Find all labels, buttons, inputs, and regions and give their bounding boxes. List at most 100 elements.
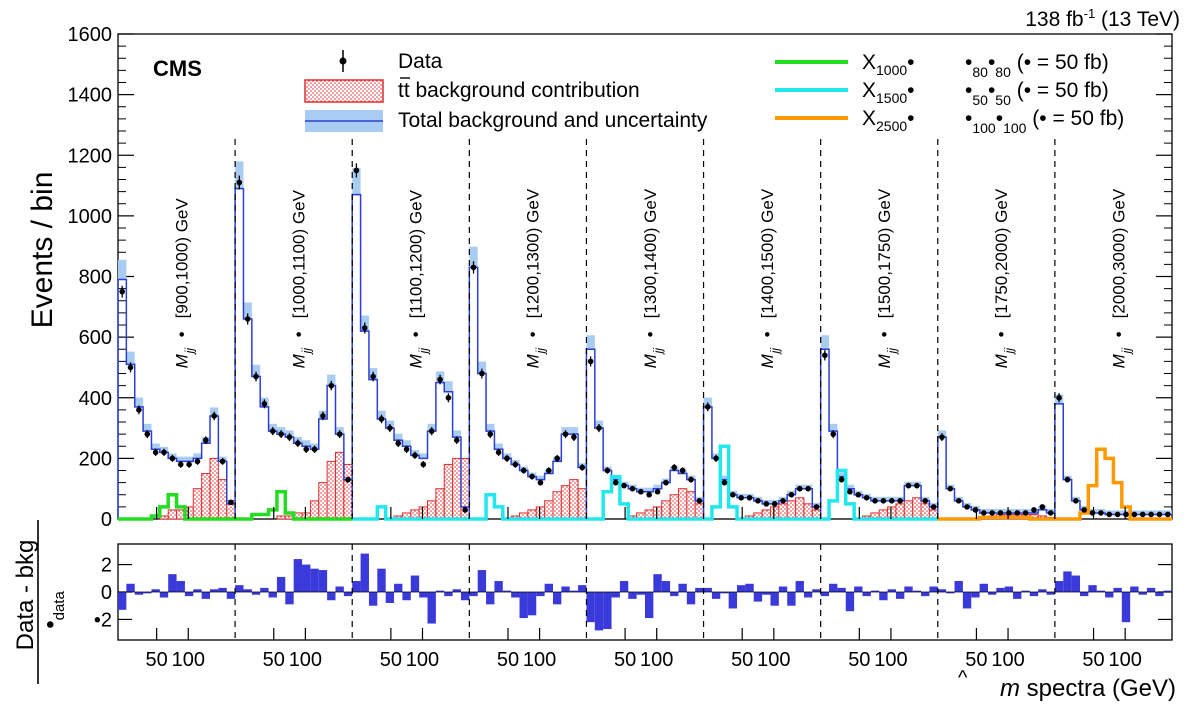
data-point	[914, 482, 920, 489]
slice-label-mass-sub: jj	[417, 348, 431, 356]
data-point	[420, 461, 427, 468]
bottom-y-label: Data - bkg •data	[12, 520, 68, 684]
bkg-uncertainty-bin	[235, 161, 244, 189]
data-point	[989, 510, 995, 516]
ttbar-bin	[677, 488, 688, 520]
data-point	[219, 458, 226, 465]
data-point	[587, 358, 594, 365]
pull-bar	[1004, 586, 1014, 592]
ttbar-bin	[686, 491, 696, 520]
bkg-uncertainty-bin	[419, 453, 428, 459]
pull-bar	[971, 592, 980, 598]
x-tick-label: 50	[263, 649, 285, 671]
bkg-uncertainty-bin	[118, 259, 127, 280]
pull-bar	[829, 583, 838, 592]
pull-bar	[670, 592, 679, 597]
x-tick-label: 50	[965, 649, 987, 671]
slice-label-mid: •	[875, 331, 894, 337]
ttbar-bin	[209, 457, 219, 520]
slice-label: Mjj • [2000,3000) GeV	[1109, 188, 1133, 368]
data-point	[295, 440, 301, 447]
bkg-histogram-line	[351, 193, 470, 519]
bkg-histogram-line	[819, 348, 938, 519]
data-point	[1039, 504, 1046, 510]
pull-bar	[260, 587, 269, 592]
x-tick-label: 100	[640, 649, 673, 671]
data-point	[855, 491, 862, 498]
pull-bar	[820, 592, 830, 597]
top-y-axis: 0 200 400 600 800 1000 1200 1400 1600	[68, 24, 1172, 531]
data-point	[186, 461, 192, 468]
ttbar-bin	[318, 482, 328, 520]
pull-bar	[946, 592, 955, 594]
data-point	[1073, 498, 1079, 504]
pull-bar	[870, 590, 880, 592]
x-tick-label: 50	[497, 649, 519, 671]
data-point	[604, 467, 611, 474]
slice-label-mass: M	[758, 353, 777, 368]
data-point	[771, 501, 778, 507]
data-point	[730, 491, 736, 498]
x-tick-label: 50	[614, 649, 636, 671]
data-point	[880, 498, 887, 504]
data-point	[161, 449, 167, 456]
pull-bar	[996, 587, 1005, 592]
slice-label-mid: •	[641, 331, 660, 337]
slice-label-mass: M	[524, 353, 543, 368]
slice-label-mass-sub: jj	[1002, 348, 1016, 356]
ttbar-bin	[895, 503, 905, 520]
pull-bar	[1105, 592, 1114, 598]
bottom-y-tick-label: 0	[101, 582, 112, 604]
data-point	[228, 499, 234, 506]
data-point	[211, 413, 217, 419]
pull-bar	[527, 592, 537, 616]
slice-label-mass: M	[1109, 353, 1128, 368]
ttbar-bin	[452, 457, 462, 520]
x-tick-label: 50	[146, 649, 168, 671]
pull-bar	[226, 592, 236, 599]
pull-bar	[628, 592, 637, 599]
pull-bar	[193, 589, 202, 592]
ttbar-bin	[201, 473, 211, 520]
pull-bar	[352, 581, 361, 592]
bkg-uncertainty-bin	[126, 351, 135, 365]
data-point	[487, 431, 494, 437]
ttbar-bin	[343, 463, 353, 520]
bkg-uncertainty-bin	[469, 246, 478, 268]
pull-bar	[1096, 590, 1106, 592]
data-point	[721, 479, 728, 486]
data-point	[612, 479, 619, 486]
y-tick-label: 1000	[68, 206, 113, 228]
pull-bar	[143, 592, 152, 594]
data-point	[704, 404, 711, 410]
pull-bar	[778, 586, 788, 592]
ttbar-bin	[427, 500, 437, 520]
pull-bar	[176, 581, 185, 592]
slice-label: Mjj • [1500,1750) GeV	[875, 188, 899, 368]
pull-bar	[1088, 585, 1097, 592]
signal-histogram	[352, 505, 470, 521]
pull-bar	[954, 581, 963, 592]
data-point	[688, 476, 694, 483]
data-point	[244, 316, 251, 322]
bkg-uncertainty-bin	[720, 475, 729, 480]
pull-bar	[929, 586, 938, 592]
slice-label: Mjj • [1000,1100) GeV	[290, 189, 314, 368]
bkg-uncertainty-bin	[394, 433, 403, 441]
data-point	[169, 455, 176, 462]
x-tick-label: 100	[874, 649, 907, 671]
pull-bar	[444, 592, 453, 597]
x-tick-label: 100	[172, 649, 205, 671]
bkg-uncertainty-bin	[243, 302, 252, 319]
data-point	[621, 482, 627, 489]
slice-label-range: [1500,1750) GeV	[875, 188, 894, 318]
data-point	[136, 407, 142, 413]
data-point	[763, 501, 770, 507]
data-point	[847, 488, 853, 495]
pull-bar	[1071, 575, 1080, 592]
data-point	[387, 425, 393, 431]
data-point	[638, 488, 644, 495]
pull-bar	[678, 583, 687, 592]
pull-bar	[377, 568, 386, 592]
ttbar-bin	[569, 479, 579, 520]
